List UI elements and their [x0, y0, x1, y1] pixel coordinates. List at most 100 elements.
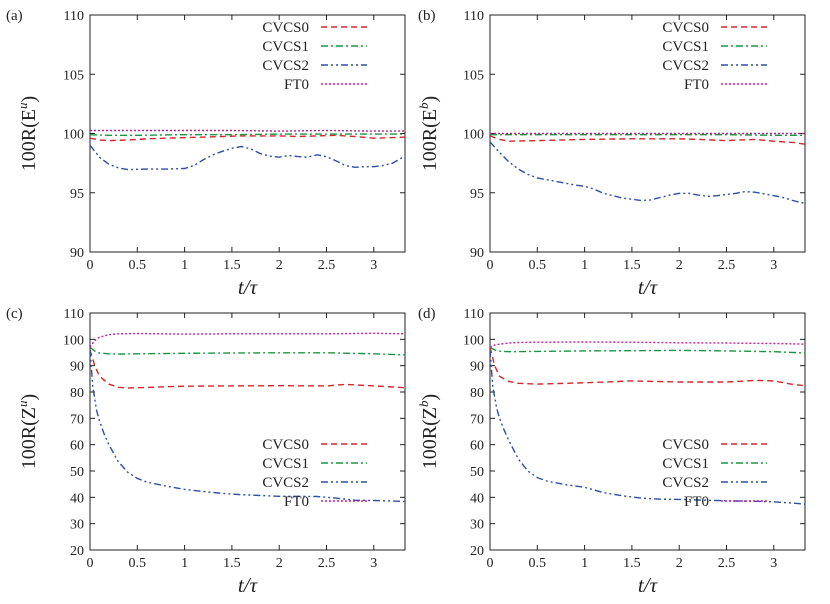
y-tick-label: 90 — [470, 360, 484, 375]
x-tick-label: 1 — [181, 556, 188, 571]
y-tick-label: 110 — [64, 9, 84, 24]
legend-label-cvcs0: CVCS0 — [262, 437, 309, 453]
y-tick-label: 110 — [464, 307, 484, 322]
legend-label-cvcs2: CVCS2 — [262, 475, 309, 491]
x-axis-label: t/τ — [238, 275, 259, 299]
series-line-ft0 — [90, 129, 405, 132]
x-tick-label: 3 — [370, 556, 377, 571]
panel-label: (a) — [6, 8, 23, 24]
legend-label-cvcs2: CVCS2 — [662, 475, 709, 491]
y-tick-label: 20 — [470, 544, 484, 559]
x-tick-label: 0.5 — [529, 258, 547, 273]
chart-panel-1: (a) 0 0.5 1 1.5 2 2.5 3 90 95 100 105 110 t/τ 100R(Eu)… — [6, 8, 406, 299]
legend-label-ft0: FT0 — [684, 494, 709, 510]
y-tick-label: 80 — [470, 386, 484, 401]
y-tick-label: 30 — [470, 518, 484, 533]
x-tick-label: 2 — [276, 556, 283, 571]
y-tick-label: 70 — [70, 412, 84, 427]
panel-label: (d) — [418, 306, 436, 322]
series-line-cvcs0 — [90, 349, 405, 389]
y-tick-label: 20 — [70, 544, 84, 559]
legend-label-ft0: FT0 — [684, 77, 709, 93]
legend-label-cvcs1: CVCS1 — [662, 39, 709, 55]
x-tick-label: 0.5 — [129, 556, 147, 571]
series-line-ft0 — [90, 332, 405, 348]
legend-label-ft0: FT0 — [284, 77, 309, 93]
x-axis-label: t/τ — [638, 275, 659, 299]
x-tick-label: 2 — [676, 258, 683, 273]
series-line-cvcs1 — [90, 346, 405, 356]
x-tick-label: 2.5 — [318, 556, 336, 571]
x-tick-label: 2 — [676, 556, 683, 571]
series-line-cvcs2 — [490, 141, 805, 205]
y-tick-label: 110 — [64, 307, 84, 322]
legend-label-cvcs1: CVCS1 — [262, 39, 309, 55]
series-line-cvcs2 — [90, 144, 405, 171]
y-tick-label: 105 — [463, 68, 484, 83]
y-tick-label: 40 — [470, 491, 484, 506]
x-tick-label: 0 — [487, 556, 494, 571]
x-tick-label: 1.5 — [623, 258, 641, 273]
y-tick-label: 40 — [70, 491, 84, 506]
x-tick-label: 0.5 — [529, 556, 547, 571]
plot-frame — [89, 14, 406, 253]
x-tick-label: 0 — [487, 258, 494, 273]
legend-label-cvcs2: CVCS2 — [662, 58, 709, 74]
y-tick-label: 100 — [63, 333, 84, 348]
legend-label-cvcs0: CVCS0 — [662, 20, 709, 36]
series-line-cvcs2 — [90, 349, 405, 503]
x-tick-label: 1.5 — [623, 556, 641, 571]
panel-label: (b) — [418, 8, 436, 24]
series-line-cvcs1 — [490, 133, 805, 137]
y-tick-label: 30 — [70, 518, 84, 533]
x-tick-label: 2 — [276, 258, 283, 273]
x-tick-label: 3 — [770, 258, 777, 273]
series-line-cvcs1 — [490, 346, 805, 354]
y-axis-label: 100R(Zu) — [15, 394, 40, 469]
legend-label-cvcs0: CVCS0 — [262, 20, 309, 36]
y-tick-label: 60 — [470, 439, 484, 454]
x-tick-label: 1.5 — [223, 556, 241, 571]
chart-panel-3: (c) 0 0.5 1 1.5 2 2.5 3 20 30 40 50 60 70 80 90 100 110 t/… — [6, 306, 406, 597]
x-tick-label: 1.5 — [223, 258, 241, 273]
x-tick-label: 2.5 — [718, 556, 736, 571]
y-tick-label: 70 — [470, 412, 484, 427]
series-line-cvcs0 — [90, 134, 405, 142]
y-tick-label: 90 — [70, 246, 84, 261]
series-line-cvcs0 — [490, 347, 805, 387]
x-tick-label: 2.5 — [718, 258, 736, 273]
x-tick-label: 1 — [181, 258, 188, 273]
x-axis-label: t/τ — [238, 573, 259, 597]
y-tick-label: 50 — [70, 465, 84, 480]
plot-frame — [489, 312, 806, 551]
series-line-cvcs0 — [490, 135, 805, 145]
x-tick-label: 1 — [581, 258, 588, 273]
y-tick-label: 100 — [63, 128, 84, 143]
y-tick-label: 95 — [470, 187, 484, 202]
x-tick-label: 3 — [370, 258, 377, 273]
chart-panel-2: (b) 0 0.5 1 1.5 2 2.5 3 90 95 100 105 110 t/τ 100R(Eb)… — [416, 8, 806, 299]
legend-label-cvcs2: CVCS2 — [262, 58, 309, 74]
x-tick-label: 1 — [581, 556, 588, 571]
y-axis-label: 100R(Eb) — [416, 96, 441, 171]
panel-label: (c) — [6, 306, 23, 322]
y-tick-label: 80 — [70, 386, 84, 401]
y-tick-label: 50 — [470, 465, 484, 480]
y-axis-label: 100R(Eu) — [15, 96, 40, 171]
y-tick-label: 90 — [70, 360, 84, 375]
x-tick-label: 0 — [87, 556, 94, 571]
legend-label-ft0: FT0 — [284, 494, 309, 510]
legend-label-cvcs1: CVCS1 — [662, 456, 709, 472]
y-tick-label: 105 — [63, 68, 84, 83]
y-tick-label: 60 — [70, 439, 84, 454]
legend-label-cvcs1: CVCS1 — [262, 456, 309, 472]
y-tick-label: 110 — [464, 9, 484, 24]
y-tick-label: 100 — [463, 128, 484, 143]
series-line-cvcs1 — [90, 133, 405, 137]
x-tick-label: 0.5 — [129, 258, 147, 273]
x-tick-label: 2.5 — [318, 258, 336, 273]
y-tick-label: 90 — [470, 246, 484, 261]
series-line-ft0 — [490, 341, 805, 348]
x-tick-label: 3 — [770, 556, 777, 571]
